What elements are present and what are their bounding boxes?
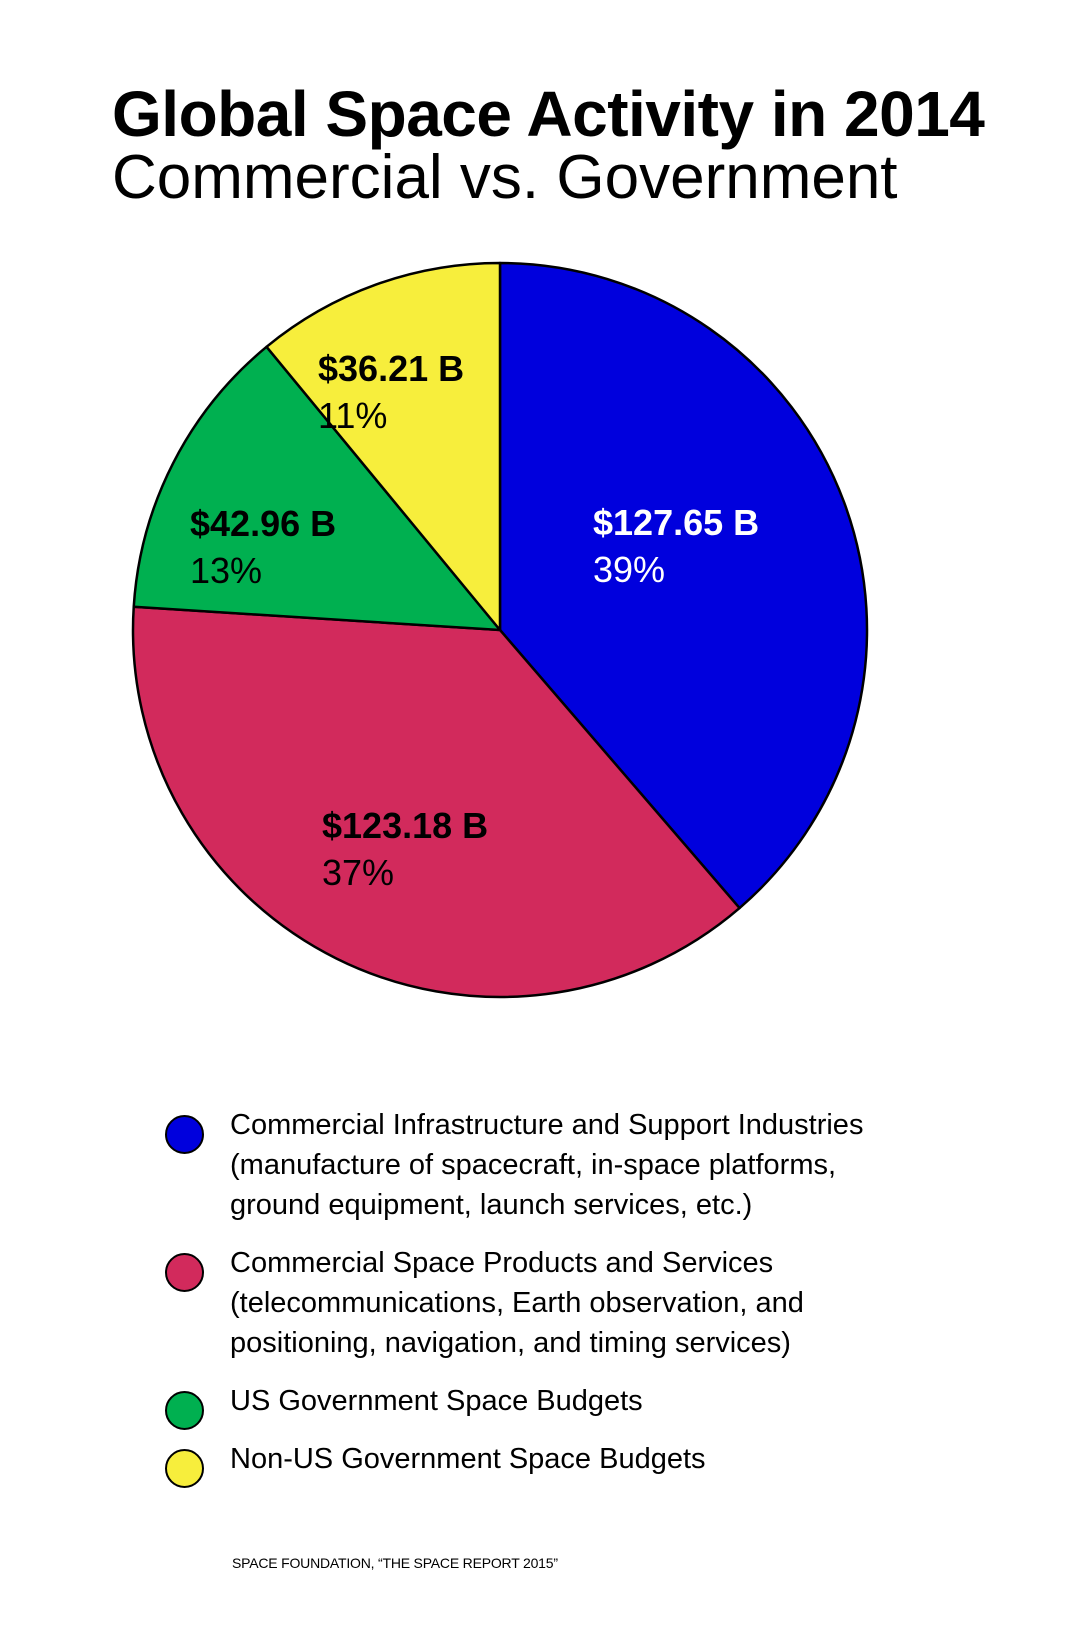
chart-subtitle: Commercial vs. Government xyxy=(112,143,898,212)
pie-chart: $127.65 B 39% $123.18 B 37% $42.96 B 13% $36.2… xyxy=(131,261,869,999)
legend-label: Commercial Space Products and Services xyxy=(230,1247,774,1279)
slice-percent-label: 37% xyxy=(322,852,394,893)
legend-item: Commercial Space Products and Services (t… xyxy=(165,1243,945,1363)
pie-slice xyxy=(132,345,502,632)
pie-slice xyxy=(498,261,869,910)
pie-slice xyxy=(131,605,741,999)
legend-label: ground equipment, launch services, etc.) xyxy=(230,1189,753,1221)
legend-item: Non-US Government Space Budgets xyxy=(165,1439,945,1488)
slice-percent-label: 11% xyxy=(318,395,387,436)
slice-percent-label: 39% xyxy=(593,549,665,590)
legend-label: (telecommunications, Earth observation, … xyxy=(230,1287,804,1319)
slice-value-label: $123.18 B xyxy=(322,805,488,846)
slice-percent-label: 13% xyxy=(190,550,262,591)
legend-swatch xyxy=(165,1391,204,1430)
legend-item: US Government Space Budgets xyxy=(165,1381,945,1430)
source-note: SPACE FOUNDATION, “THE SPACE REPORT 2015… xyxy=(232,1555,558,1571)
legend-label: positioning, navigation, and timing serv… xyxy=(230,1327,791,1359)
legend-label: (manufacture of spacecraft, in-space pla… xyxy=(230,1149,837,1181)
legend-swatch xyxy=(165,1115,204,1154)
legend-swatch xyxy=(165,1449,204,1488)
pie-slice xyxy=(265,261,502,632)
legend: Commercial Infrastructure and Support In… xyxy=(165,1105,945,1497)
slice-value-label: $42.96 B xyxy=(190,503,336,544)
slice-value-label: $36.21 B xyxy=(318,348,464,389)
legend-label: Non-US Government Space Budgets xyxy=(230,1443,706,1475)
legend-item: Commercial Infrastructure and Support In… xyxy=(165,1105,945,1225)
legend-swatch xyxy=(165,1253,204,1292)
chart-title: Global Space Activity in 2014 xyxy=(112,78,985,150)
legend-label: US Government Space Budgets xyxy=(230,1385,643,1417)
slice-value-label: $127.65 B xyxy=(593,502,759,543)
legend-label: Commercial Infrastructure and Support In… xyxy=(230,1109,864,1141)
